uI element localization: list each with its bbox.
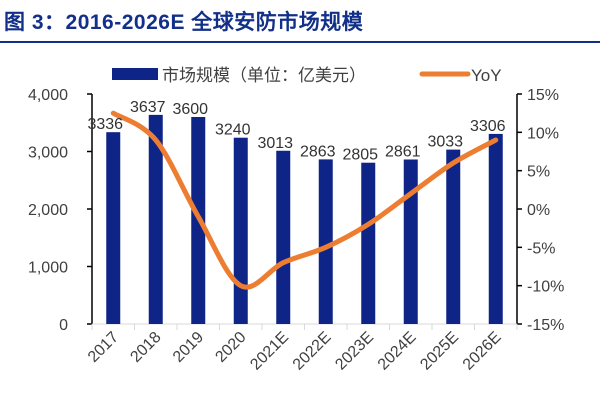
right-tick-label: 15% xyxy=(527,87,559,104)
bar xyxy=(276,150,291,324)
yoy-line xyxy=(110,110,499,290)
x-tick-label: 2021E xyxy=(247,329,292,374)
right-tick-label: -5% xyxy=(527,240,555,257)
bar xyxy=(148,114,163,324)
left-tick-label: 4,000 xyxy=(28,87,68,104)
bar-data-label: 3306 xyxy=(470,118,506,135)
bar xyxy=(403,159,418,324)
right-tick-label: 0% xyxy=(527,202,550,219)
left-tick-label: 3,000 xyxy=(28,145,68,162)
bar xyxy=(318,159,333,324)
legend-line-label: YoY xyxy=(471,66,502,85)
x-tick-label: 2026E xyxy=(460,329,505,374)
x-tick-label: 2023E xyxy=(332,329,377,374)
bar xyxy=(446,149,461,324)
x-tick-label: 2018 xyxy=(127,329,164,366)
left-tick-label: 1,000 xyxy=(28,260,68,277)
x-tick-label: 2024E xyxy=(375,329,420,374)
bar-data-label: 3013 xyxy=(257,135,293,152)
bar-data-label: 2861 xyxy=(385,143,421,160)
right-tick-label: -10% xyxy=(527,279,564,296)
right-tick-label: 10% xyxy=(527,125,559,142)
bar-data-label: 3033 xyxy=(427,134,463,151)
legend-bar-swatch xyxy=(112,68,158,80)
x-tick-label: 2022E xyxy=(290,329,335,374)
title-divider xyxy=(0,41,600,43)
right-tick-label: 5% xyxy=(527,164,550,181)
bar xyxy=(233,137,248,324)
x-tick-label: 2017 xyxy=(85,329,122,366)
bar xyxy=(488,133,503,324)
x-tick-label: 2019 xyxy=(170,329,207,366)
bar-data-label: 3336 xyxy=(87,116,123,133)
bar xyxy=(361,162,376,324)
bar-data-label: 3240 xyxy=(215,122,251,139)
x-tick-label: 2025E xyxy=(417,329,462,374)
right-tick-label: -15% xyxy=(527,317,564,334)
x-tick-label: 2020 xyxy=(212,329,249,366)
bar xyxy=(106,132,121,324)
chart-title: 图 3：2016-2026E 全球安防市场规模 xyxy=(4,11,364,34)
bar-data-label: 2863 xyxy=(300,143,336,160)
left-tick-label: 0 xyxy=(59,317,68,334)
bar-data-label: 3600 xyxy=(172,101,208,118)
bar-data-label: 3637 xyxy=(130,99,166,116)
left-tick-label: 2,000 xyxy=(28,202,68,219)
legend-bar-label: 市场规模（单位：亿美元） xyxy=(162,66,366,85)
bar-data-label: 2805 xyxy=(342,147,378,164)
